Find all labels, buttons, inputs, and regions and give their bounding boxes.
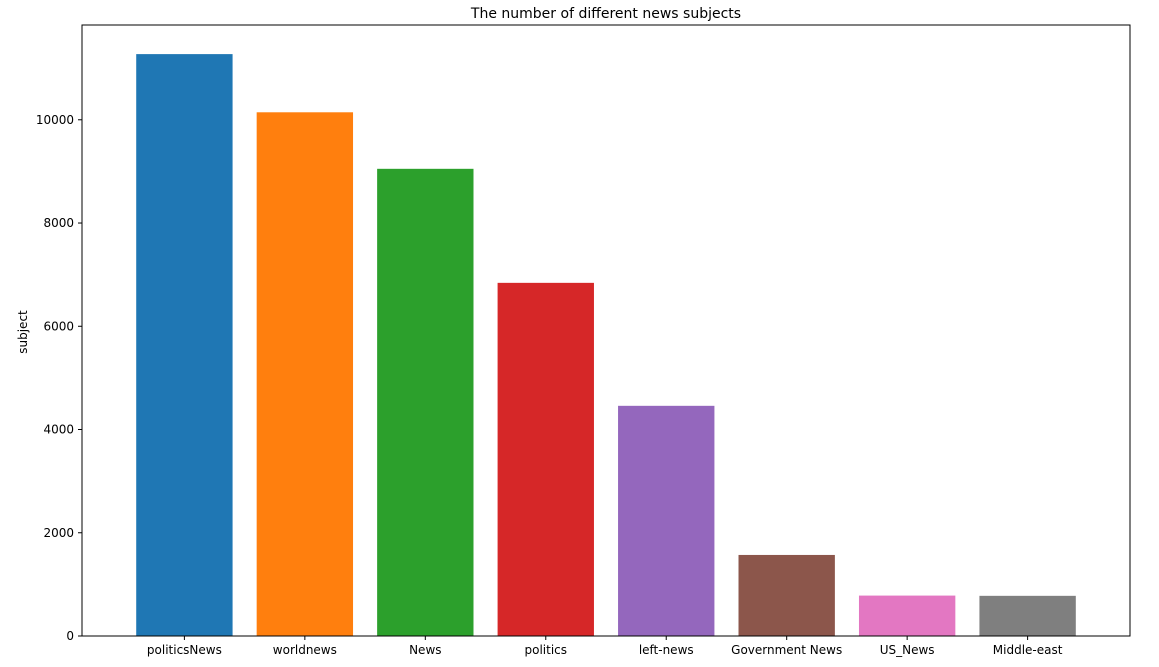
x-tick-label: politicsNews <box>147 643 222 657</box>
plot-frame <box>81 24 1131 637</box>
bars-layer <box>136 54 1076 637</box>
bar-middle-east <box>979 595 1076 636</box>
bar-politicsnews <box>136 54 233 637</box>
y-axis-label: subject <box>16 310 30 354</box>
bar-us-news <box>858 595 956 636</box>
y-tick-label: 8000 <box>43 216 74 230</box>
y-tick-label: 6000 <box>43 319 74 333</box>
y-axis-ticks: 0 2000 4000 6000 8000 10000 <box>36 113 82 643</box>
bar-politics <box>497 282 594 636</box>
y-tick-label: 4000 <box>43 423 74 437</box>
x-tick-label: Middle-east <box>993 643 1063 657</box>
y-tick-label: 10000 <box>36 113 74 127</box>
x-tick-label: left-news <box>639 643 694 657</box>
y-tick-label: 0 <box>66 629 74 643</box>
bar-government-news <box>738 554 835 636</box>
x-tick-label: worldnews <box>273 643 337 657</box>
bar-news <box>377 168 474 636</box>
bar-left-news <box>618 405 715 636</box>
x-tick-label: politics <box>525 643 568 657</box>
x-tick-label: US_News <box>880 643 935 657</box>
x-axis-ticks: politicsNews worldnews News politics left-ne… <box>147 636 1063 657</box>
y-tick-label: 2000 <box>43 526 74 540</box>
x-tick-label: News <box>409 643 441 657</box>
chart-title: The number of different news subjects <box>470 6 741 22</box>
x-tick-label: Government News <box>731 643 842 657</box>
bar-worldnews <box>256 112 354 637</box>
